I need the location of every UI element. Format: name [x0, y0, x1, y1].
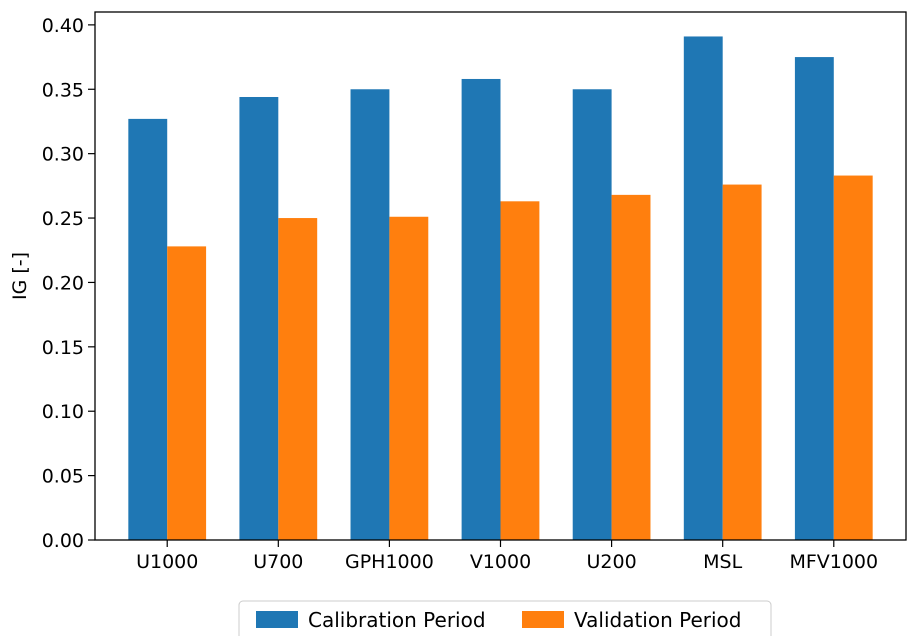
- x-tick-label: MSL: [703, 551, 742, 573]
- x-tick-label: U700: [253, 551, 303, 573]
- x-ticks: U1000 U700 GPH1000 V1000 U200 MSL MFV1000: [136, 540, 878, 573]
- y-tick-label: 0.30: [42, 144, 84, 166]
- bar-validation-msl: [722, 184, 762, 540]
- bar-calibration-u1000: [128, 118, 168, 540]
- y-tick-label: 0.05: [42, 466, 84, 488]
- y-tick-label: 0.15: [42, 337, 84, 359]
- y-tick-label: 0.00: [42, 530, 84, 552]
- bar-calibration-u200: [572, 89, 612, 540]
- bar-calibration-gph1000: [350, 89, 390, 540]
- y-ticks: 0.00 0.05 0.10 0.15 0.20 0.25 0.30 0.35 0.40: [42, 15, 95, 552]
- legend-label-calibration: Calibration Period: [308, 608, 486, 632]
- x-tick-label: GPH1000: [345, 551, 434, 573]
- y-tick-label: 0.35: [42, 79, 84, 101]
- bars-layer: [128, 36, 873, 541]
- x-tick-label: U1000: [136, 551, 198, 573]
- y-tick-label: 0.20: [42, 272, 84, 294]
- bar-validation-v1000: [500, 201, 540, 540]
- bar-validation-u200: [611, 194, 651, 540]
- legend-swatch-calibration: [256, 611, 298, 628]
- y-axis-label: IG [-]: [9, 252, 31, 300]
- y-tick-label: 0.25: [42, 208, 84, 230]
- legend-frame: [238, 600, 772, 640]
- bar-calibration-mfv1000: [794, 57, 834, 540]
- bar-calibration-u700: [239, 96, 279, 541]
- bar-validation-gph1000: [389, 216, 429, 540]
- x-tick-label: MFV1000: [789, 551, 878, 573]
- bar-validation-mfv1000: [833, 175, 873, 541]
- x-tick-label: U200: [587, 551, 637, 573]
- bar-calibration-v1000: [461, 78, 501, 540]
- legend: Calibration Period Validation Period: [238, 600, 772, 640]
- legend-swatch-validation: [522, 611, 564, 628]
- bar-validation-u1000: [167, 246, 207, 540]
- legend-label-validation: Validation Period: [574, 608, 741, 632]
- y-tick-label: 0.40: [42, 15, 84, 37]
- bar-validation-u700: [278, 218, 318, 541]
- y-tick-label: 0.10: [42, 401, 84, 423]
- x-tick-label: V1000: [470, 551, 531, 573]
- bar-calibration-msl: [683, 36, 723, 540]
